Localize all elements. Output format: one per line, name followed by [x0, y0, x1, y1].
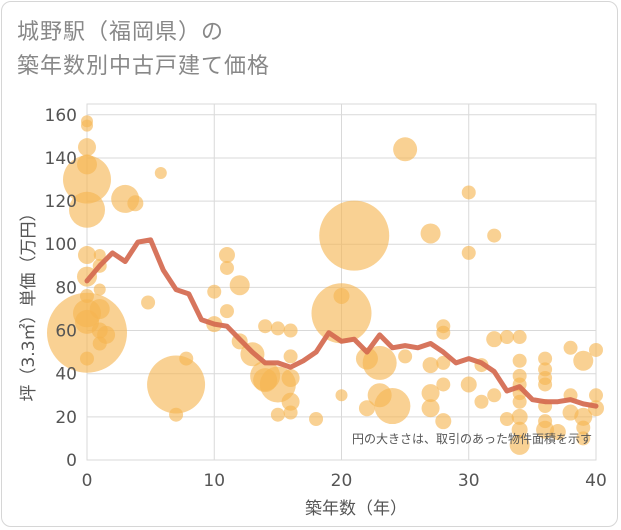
bubble-point-63: [436, 325, 451, 340]
x-tick-label-0: 0: [82, 471, 93, 491]
bubble-point-48: [311, 283, 372, 344]
bubble-point-5: [69, 191, 105, 228]
bubble-point-6: [78, 246, 96, 265]
bubble-point-64: [436, 355, 451, 370]
bubble-point-68: [461, 245, 476, 260]
bubble-point-100: [576, 431, 591, 446]
bubble-point-74: [487, 388, 502, 403]
bubble-point-53: [362, 345, 397, 380]
y-tick-label-4: 80: [55, 278, 77, 298]
bubble-point-94: [563, 340, 578, 355]
bubble-point-65: [436, 377, 451, 392]
bubble-point-35: [258, 319, 273, 334]
bubble-point-66: [435, 413, 452, 430]
bubble-point-1: [81, 119, 93, 132]
bubble-point-67: [461, 185, 476, 200]
bubble-point-58: [420, 223, 441, 244]
bubble-point-12: [80, 351, 94, 366]
bubble-point-73: [486, 331, 503, 348]
bubble-point-71: [474, 394, 489, 409]
y-tick-label-7: 140: [45, 149, 77, 169]
bubble-point-61: [421, 399, 440, 418]
bubble-point-49: [335, 389, 348, 402]
y-tick-label-1: 20: [55, 408, 77, 428]
bubble-point-50: [319, 200, 390, 271]
y-tick-label-3: 60: [55, 322, 77, 342]
bubble-point-84: [511, 421, 528, 438]
bubble-point-31: [219, 304, 234, 319]
bubble-point-89: [538, 377, 553, 392]
x-tick-label-4: 40: [585, 471, 607, 491]
axis-layer: 0 20 40 60 80 100 120 140 160 0 10 20 30 40: [45, 106, 607, 491]
bubble-point-72: [487, 228, 502, 243]
bubble-point-60: [421, 384, 440, 403]
bubble-point-77: [512, 330, 527, 345]
x-tick-label-2: 20: [331, 471, 353, 491]
y-tick-label-5: 100: [45, 235, 77, 255]
bubble-point-52: [358, 400, 375, 417]
bubble-point-45: [283, 405, 298, 420]
y-tick-label-2: 40: [55, 365, 77, 385]
bubble-point-38: [270, 321, 285, 336]
bubble-point-42: [283, 349, 298, 364]
bubble-point-30: [219, 260, 234, 275]
bubble-layer: [47, 115, 604, 455]
bubble-point-56: [393, 137, 418, 162]
bubble-size-note: 円の大きさは、取引のあった物件面積を示す: [352, 431, 592, 446]
bubble-point-32: [229, 275, 250, 296]
bubble-point-83: [511, 408, 528, 425]
bubble-point-76: [499, 412, 514, 427]
title-line-2: 築年数別中古戸建て価格: [17, 54, 271, 79]
bubble-point-26: [179, 351, 194, 366]
bubble-point-59: [422, 357, 439, 374]
bubble-point-99: [576, 420, 591, 435]
bubble-point-44: [281, 392, 300, 411]
y-axis-label: 坪（3.3㎡）単価（万円）: [19, 204, 39, 401]
bubble-point-15: [93, 283, 106, 296]
bubble-point-4: [63, 155, 111, 204]
bubble-point-97: [573, 350, 594, 371]
y-tick-label-0: 0: [66, 451, 77, 471]
bubble-point-21: [127, 195, 144, 212]
bubble-point-82: [512, 394, 527, 409]
bubble-point-23: [154, 167, 167, 180]
bubble-point-13: [93, 249, 106, 262]
title-line-1: 城野駅（福岡県）の: [17, 20, 225, 45]
line-layer: [84, 237, 599, 409]
bubble-point-22: [141, 295, 156, 310]
bubble-point-27: [207, 284, 222, 299]
bubble-point-16: [89, 298, 110, 319]
bubble-point-69: [460, 376, 477, 393]
bubble-point-29: [218, 247, 235, 264]
x-axis-label: 築年数（年）: [305, 499, 407, 519]
bubble-point-78: [512, 353, 527, 368]
y-tick-label-6: 120: [45, 192, 77, 212]
bubble-point-25: [169, 407, 184, 422]
bubble-point-98: [574, 407, 593, 426]
bubble-point-40: [270, 407, 285, 422]
bubble-point-101: [589, 342, 603, 357]
bubble-point-2: [78, 138, 96, 157]
bubble-point-46: [309, 412, 324, 427]
bubble-point-102: [589, 388, 603, 403]
x-tick-label-1: 10: [203, 471, 225, 491]
bubble-point-57: [398, 349, 413, 364]
bubble-point-93: [549, 423, 566, 440]
average-price-line: [84, 237, 599, 409]
chart-title: 城野駅（福岡県）の 築年数別中古戸建て価格: [17, 16, 270, 84]
bubble-point-43: [281, 369, 300, 388]
bubble-point-55: [374, 388, 411, 425]
bubble-point-19: [97, 325, 116, 344]
bubble-point-41: [283, 323, 298, 338]
bubble-point-24: [147, 355, 206, 414]
bubble-point-75: [499, 330, 514, 345]
bubble-point-86: [538, 351, 553, 366]
bubble-point-85: [509, 434, 530, 455]
x-tick-label-3: 30: [458, 471, 480, 491]
y-tick-label-8: 160: [45, 106, 77, 126]
bubble-point-92: [536, 420, 555, 439]
